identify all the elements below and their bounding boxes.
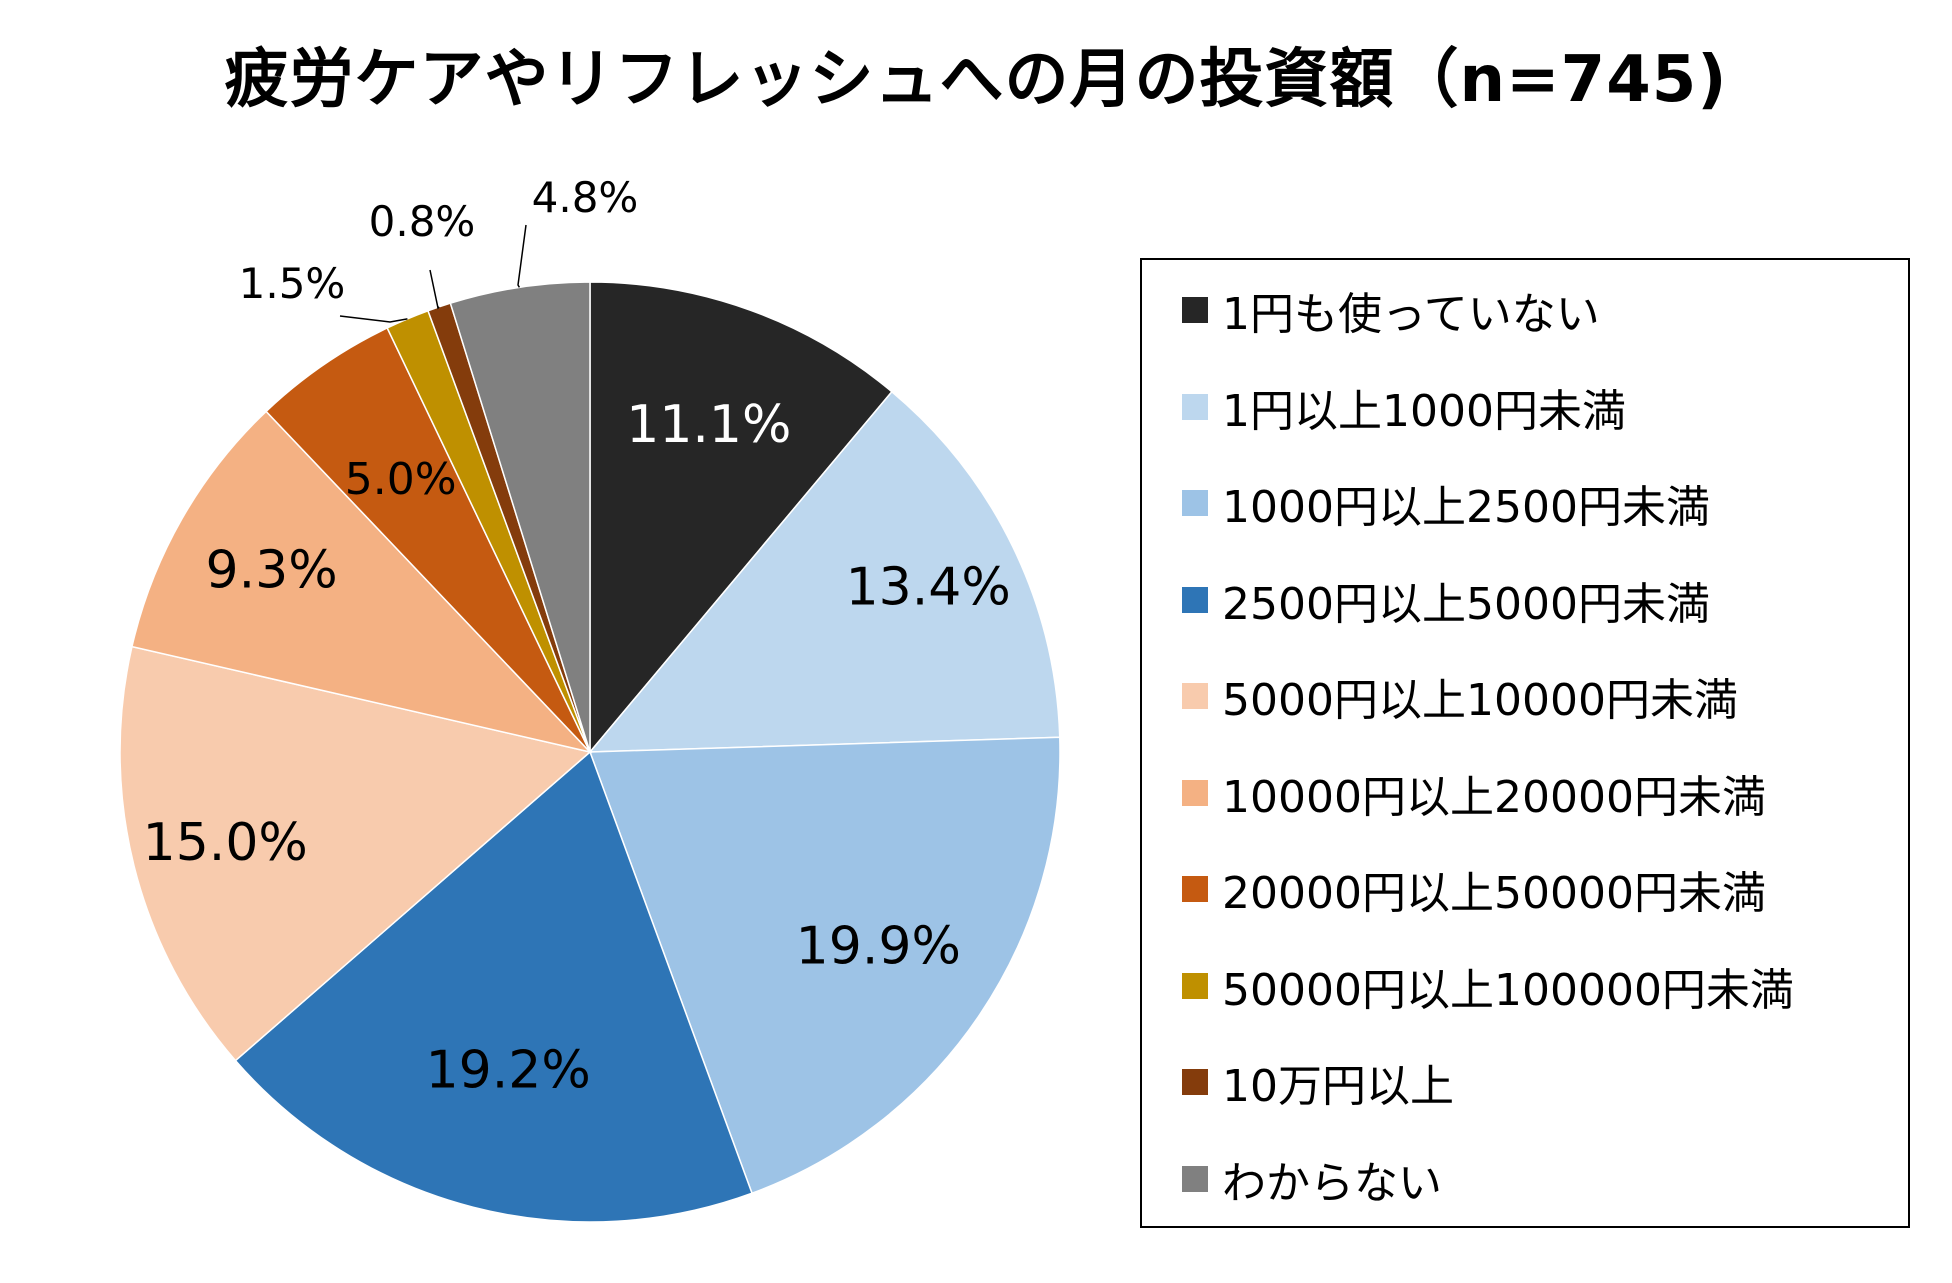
legend-item: 1000円以上2500円未満 — [1182, 473, 1710, 533]
slice-5 — [119, 645, 592, 1062]
slice-label-2: 13.4% — [846, 558, 1011, 618]
legend-swatch — [1182, 779, 1208, 806]
legend-label: 1円も使っていない — [1222, 289, 1600, 340]
slice-2 — [588, 390, 1061, 753]
slice-label-1: 11.1% — [626, 395, 791, 455]
legend-label: 20000円以上50000円未満 — [1222, 868, 1766, 919]
legend-swatch — [1182, 683, 1208, 709]
chart-title: 疲労ケアやリフレッシュへの月の投資額（n=745) — [224, 43, 1728, 117]
legend-label: 50000円以上100000円未満 — [1222, 964, 1794, 1016]
legend-label: 2500円以上5000円未満 — [1222, 578, 1710, 630]
legend-item: 10万円以上 — [1182, 1052, 1454, 1112]
legend-item: 10000円以上20000円未満 — [1182, 763, 1766, 823]
slice-label-10: 4.8% — [532, 173, 639, 222]
legend-swatch — [1182, 1165, 1208, 1192]
slice-label-9: 0.8% — [369, 197, 476, 246]
legend-swatch — [1182, 972, 1208, 999]
slice-label-5: 15.0% — [143, 813, 308, 873]
slice-label-3: 19.9% — [796, 917, 961, 977]
slice-7 — [265, 326, 591, 753]
legend-swatch — [1182, 490, 1208, 516]
legend-item: 1円も使っていない — [1182, 280, 1600, 340]
legend-label: 1000円以上2500円未満 — [1222, 482, 1710, 533]
legend-label: わからない — [1222, 1157, 1442, 1209]
slice-label-6: 9.3% — [206, 540, 338, 600]
legend-item: 20000円以上50000円未満 — [1182, 859, 1766, 919]
slice-label-7: 5.0% — [345, 454, 457, 505]
legend-label: 10万円以上 — [1222, 1061, 1454, 1112]
slice-label-4: 19.2% — [426, 1041, 591, 1101]
legend-item: 50000円以上100000円未満 — [1182, 956, 1794, 1016]
legend-item: 2500円以上5000円未満 — [1182, 570, 1710, 630]
leader-line-10 — [517, 224, 527, 288]
legend-swatch — [1182, 393, 1208, 420]
legend: 1円も使っていない 1円以上1000円未満 1000円以上2500円未満 2500円以… — [1140, 258, 1910, 1228]
leader-line-8 — [339, 315, 408, 323]
legend-swatch — [1182, 297, 1208, 323]
legend-swatch — [1182, 1069, 1208, 1095]
legend-item: 5000円以上10000円未満 — [1182, 666, 1738, 726]
legend-swatch — [1182, 586, 1208, 613]
legend-item: 1円以上1000円未満 — [1182, 377, 1626, 437]
legend-label: 5000円以上10000円未満 — [1222, 675, 1738, 726]
slice-6 — [131, 410, 593, 754]
legend-swatch — [1182, 876, 1208, 902]
legend-label: 1円以上1000円未満 — [1222, 385, 1626, 437]
slice-label-8: 1.5% — [239, 259, 346, 308]
slice-3 — [588, 736, 1061, 1195]
legend-item: わからない — [1182, 1149, 1442, 1209]
legend-label: 10000円以上20000円未満 — [1222, 771, 1766, 823]
leader-line-9 — [429, 269, 440, 310]
slice-1 — [589, 281, 893, 755]
slice-4 — [234, 750, 753, 1223]
